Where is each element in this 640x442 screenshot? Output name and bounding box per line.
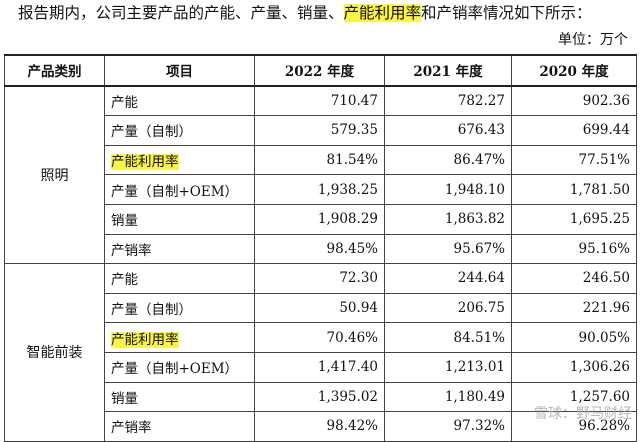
item-label: 产量（自制） xyxy=(111,302,192,319)
table-row: 照明 产能 710.47 782.27 902.36 xyxy=(4,85,637,265)
value-cell-2020: 1,695.25 xyxy=(511,203,637,235)
value-cell-2020: 1,781.50 xyxy=(511,174,637,205)
item-cell: 产量（自制） xyxy=(104,115,255,146)
item-label: 产能利用率 xyxy=(111,154,179,171)
value-cell-2020: 1,306.26 xyxy=(511,351,637,383)
value-cell-2022: 98.42% xyxy=(254,411,385,442)
value-cell-2021: 782.27 xyxy=(384,85,512,117)
item-cell: 销量 xyxy=(104,381,255,413)
value-cell-2020: 699.44 xyxy=(511,115,637,146)
value-cell-2022: 70.46% xyxy=(254,322,385,353)
table-row: 产量（自制） 579.35 676.43 699.44 xyxy=(5,115,637,146)
value-cell-2022: 1,908.29 xyxy=(254,203,385,235)
header-2020: 2020 年度 xyxy=(511,54,637,87)
value-cell-2021: 1,180.49 xyxy=(384,381,512,413)
value-cell-2022: 98.45% xyxy=(254,233,385,265)
item-cell: 产能利用率 xyxy=(104,144,255,176)
item-cell: 产能利用率 xyxy=(104,322,255,353)
value-cell-2021: 84.51% xyxy=(384,322,512,353)
value-cell-2020: 96.28% xyxy=(511,411,637,442)
value-cell-2021: 676.43 xyxy=(384,115,512,146)
intro-text-after: 和产销率情况如下所示： xyxy=(421,4,592,22)
item-label: 产能利用率 xyxy=(111,331,179,348)
table-row: 产量（自制+OEM） 1,417.40 1,213.01 1,306.26 xyxy=(5,351,637,383)
table-row: 产量（自制） 50.94 206.75 221.96 xyxy=(5,292,637,324)
table-row: 产销率 98.45% 95.67% 95.16% xyxy=(5,233,637,265)
value-cell-2020: 221.96 xyxy=(511,292,637,324)
table-row: 产能利用率 81.54% 86.47% 77.51% xyxy=(5,144,637,176)
intro-text-before: 报告期内，公司主要产品的产能、产量、销量、 xyxy=(18,4,344,22)
value-cell-2022: 1,395.02 xyxy=(254,381,385,413)
header-2021: 2021 年度 xyxy=(384,54,512,87)
item-label: 产量（自制+OEM） xyxy=(111,361,239,378)
value-cell-2021: 86.47% xyxy=(384,144,512,176)
item-label: 产销率 xyxy=(111,420,152,437)
value-cell-2022: 81.54% xyxy=(254,144,385,176)
value-cell-2020: 1,257.60 xyxy=(511,381,637,413)
value-cell-2021: 1,863.82 xyxy=(384,203,512,235)
value-cell-2020: 246.50 xyxy=(511,263,637,294)
value-cell-2022: 579.35 xyxy=(254,115,385,146)
item-label: 产量（自制） xyxy=(111,124,192,141)
value-cell-2022: 1,417.40 xyxy=(254,351,385,383)
header-2022: 2022 年度 xyxy=(254,54,385,87)
value-cell-2021: 206.75 xyxy=(384,292,512,324)
table-row: 智能前装 产能 72.30 244.64 246.50 xyxy=(4,263,637,442)
item-cell: 产量（自制+OEM） xyxy=(104,351,255,383)
value-cell-2020: 902.36 xyxy=(511,85,637,117)
item-cell: 销量 xyxy=(104,203,255,235)
item-label: 产能 xyxy=(111,94,138,111)
item-cell: 产能 xyxy=(104,85,255,117)
item-label: 销量 xyxy=(111,390,138,407)
unit-label: 单位：万个 xyxy=(558,32,628,48)
intro-paragraph: 报告期内，公司主要产品的产能、产量、销量、产能利用率和产销率情况如下所示： xyxy=(18,2,592,24)
header-category: 产品类别 xyxy=(4,54,105,87)
item-cell: 产量（自制+OEM） xyxy=(104,174,255,205)
table-row: 产能利用率 70.46% 84.51% 90.05% xyxy=(5,322,637,353)
item-label: 产量（自制+OEM） xyxy=(111,183,239,200)
value-cell-2021: 95.67% xyxy=(384,233,512,265)
item-label: 产能 xyxy=(111,272,138,289)
value-cell-2020: 77.51% xyxy=(511,144,637,176)
value-cell-2021: 1,213.01 xyxy=(384,351,512,383)
value-cell-2022: 1,938.25 xyxy=(254,174,385,205)
table-body: 照明 产能 710.47 782.27 902.36 产量（自制） 579.35 676.43… xyxy=(4,85,637,442)
table-row: 销量 1,395.02 1,180.49 1,257.60 xyxy=(5,381,637,413)
value-cell-2021: 244.64 xyxy=(384,263,512,294)
value-cell-2022: 50.94 xyxy=(254,292,385,324)
category-cell: 智能前装 xyxy=(4,263,105,442)
item-cell: 产销率 xyxy=(104,233,255,265)
item-label: 产销率 xyxy=(111,242,152,259)
item-cell: 产能 xyxy=(104,263,255,294)
intro-highlight-capacity-utilization: 产能利用率 xyxy=(343,4,422,22)
value-cell-2021: 1,948.10 xyxy=(384,174,512,205)
value-cell-2020: 95.16% xyxy=(511,233,637,265)
value-cell-2020: 90.05% xyxy=(511,322,637,353)
item-cell: 产销率 xyxy=(104,411,255,442)
table-header-row: 产品类别 项目 2022 年度 2021 年度 2020 年度 xyxy=(4,54,637,87)
value-cell-2022: 72.30 xyxy=(254,263,385,294)
item-label: 销量 xyxy=(111,213,138,230)
category-cell: 照明 xyxy=(4,85,105,265)
item-cell: 产量（自制） xyxy=(104,292,255,324)
header-item: 项目 xyxy=(104,54,255,87)
value-cell-2022: 710.47 xyxy=(254,85,385,117)
capacity-production-table: 产品类别 项目 2022 年度 2021 年度 2020 年度 照明 产能 710.… xyxy=(4,54,637,442)
value-cell-2021: 97.32% xyxy=(384,411,512,442)
